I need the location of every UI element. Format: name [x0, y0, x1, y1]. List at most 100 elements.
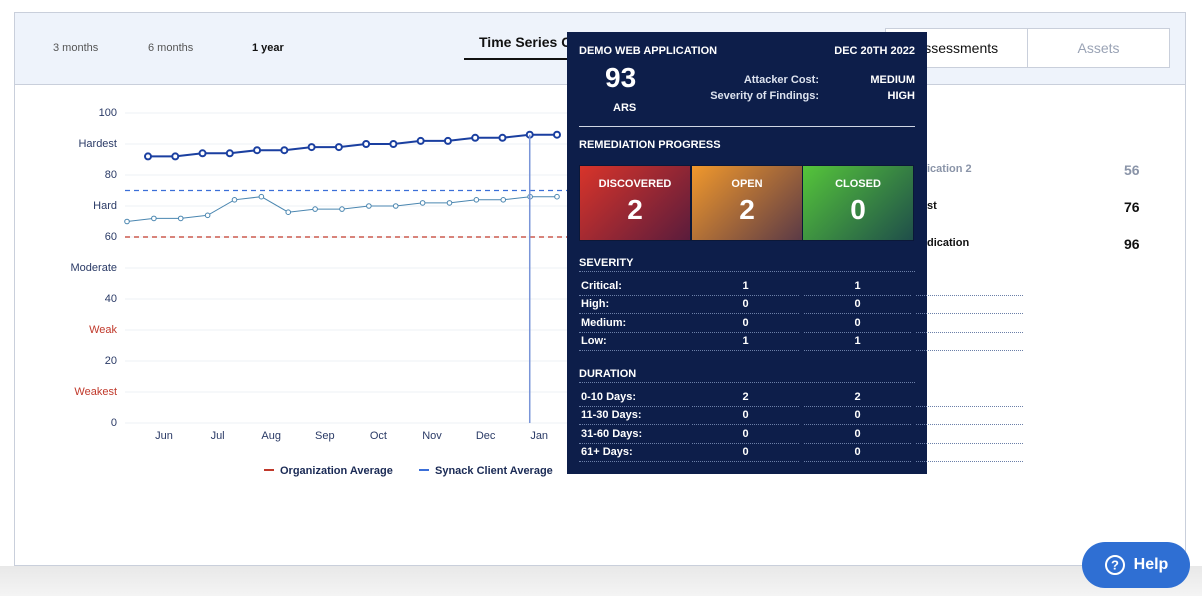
y-tick-label: 100: [99, 107, 117, 119]
help-button[interactable]: ? Help: [1082, 542, 1190, 588]
table-value: 0: [916, 333, 1023, 351]
table-value: 0: [916, 278, 1023, 296]
table-value: 0: [692, 444, 799, 462]
table-label: Low:: [579, 333, 689, 351]
detail-label: Severity of Findings:: [710, 90, 819, 102]
y-tick-label: 60: [105, 231, 117, 243]
table-label: 61+ Days:: [579, 444, 689, 462]
asset-value: 56: [1124, 162, 1140, 178]
point: [419, 200, 426, 206]
x-tick-label: Jul: [211, 430, 225, 442]
view-tab[interactable]: Time Series C: [464, 34, 584, 60]
point: [339, 206, 345, 212]
range-tab[interactable]: 1 year: [252, 42, 284, 54]
section-title: SEVERITY: [579, 257, 915, 272]
score: 93: [605, 62, 637, 93]
table-label: Medium:: [579, 315, 689, 333]
divider: [579, 126, 915, 127]
x-tick-label: Nov: [422, 430, 442, 442]
point: [473, 197, 480, 203]
point: [553, 130, 561, 139]
help-label[interactable]: Help: [1133, 556, 1169, 573]
series-line: [148, 133, 557, 158]
point: [171, 152, 180, 161]
progress-value: 2: [739, 194, 755, 225]
x-tick-label: Oct: [370, 430, 387, 442]
table-value: 0: [804, 315, 911, 333]
point: [392, 203, 399, 209]
asset-name: dication: [927, 237, 970, 249]
x-tick-label: Jun: [155, 430, 173, 442]
point: [500, 197, 507, 203]
point: [498, 133, 507, 142]
legend-label: Organization Average: [280, 465, 393, 477]
detail-label: Attacker Cost:: [743, 74, 819, 86]
point: [285, 209, 292, 215]
x-tick-label: Aug: [261, 430, 281, 442]
point: [151, 215, 157, 222]
table-label: 31-60 Days:: [579, 426, 689, 444]
asset-name: ication 2: [927, 163, 972, 175]
range-tab[interactable]: 3 months: [53, 42, 99, 54]
y-tick-label: 80: [105, 169, 117, 181]
table-value: 0: [804, 444, 911, 462]
x-tick-label: Jan: [530, 430, 548, 442]
y-tick-label: Weakest: [74, 386, 117, 398]
table-value: 0: [692, 296, 799, 315]
point: [307, 143, 316, 152]
point: [334, 143, 343, 152]
point: [177, 215, 184, 222]
table-label: Critical:: [579, 278, 689, 296]
point: [225, 149, 234, 158]
table-value: 0: [916, 389, 1023, 407]
x-tick-label: Dec: [476, 430, 496, 442]
point: [231, 197, 238, 203]
y-tick-label: 40: [105, 293, 117, 305]
progress-value: 0: [850, 194, 866, 225]
y-tick-label: Hardest: [78, 138, 117, 150]
tooltip: DEMO WEB APPLICATION DEC 20TH 2022 93 AR…: [567, 32, 1023, 474]
point: [471, 133, 480, 142]
y-tick-label: Moderate: [71, 262, 117, 274]
tab[interactable]: Assets: [1027, 28, 1170, 68]
table-value: 0: [916, 407, 1023, 426]
point: [312, 206, 318, 212]
point: [389, 140, 398, 148]
table-value: 0: [804, 296, 911, 315]
point: [443, 136, 452, 145]
progress-box: DISCOVERED 2: [579, 165, 691, 241]
table-value: 0: [692, 407, 799, 426]
point: [554, 193, 560, 200]
asset-value: 96: [1124, 236, 1140, 252]
x-tick-label: Sep: [315, 430, 335, 442]
progress-box: CLOSED 0: [802, 165, 914, 241]
asset-value: 76: [1124, 199, 1140, 215]
asset-name: st: [927, 200, 937, 212]
table-label: High:: [579, 296, 689, 315]
footer: [0, 566, 1202, 596]
point: [204, 212, 211, 219]
progress-label: OPEN: [731, 178, 763, 190]
point: [198, 149, 207, 158]
range-tab[interactable]: 6 months: [148, 42, 194, 54]
point: [280, 146, 289, 155]
progress-label: DISCOVERED: [598, 178, 672, 190]
progress-box: OPEN 2: [691, 165, 803, 241]
point: [446, 200, 453, 206]
table-value: 2: [804, 389, 911, 407]
table-value: 0: [804, 426, 911, 444]
table-value: 2: [692, 389, 799, 407]
table-label: 0-10 Days:: [579, 389, 689, 407]
tooltip-title: DEMO WEB APPLICATION: [579, 45, 718, 57]
detail-value: MEDIUM: [870, 74, 915, 86]
table-value: 1: [692, 278, 799, 296]
y-tick-label: 0: [111, 417, 117, 429]
score-label: ARS: [613, 102, 637, 114]
point: [258, 193, 265, 200]
point: [253, 146, 262, 155]
table-label: 11-30 Days:: [579, 407, 689, 426]
help-icon: ?: [1104, 555, 1125, 575]
table-value: 0: [692, 315, 799, 333]
point: [416, 136, 425, 145]
